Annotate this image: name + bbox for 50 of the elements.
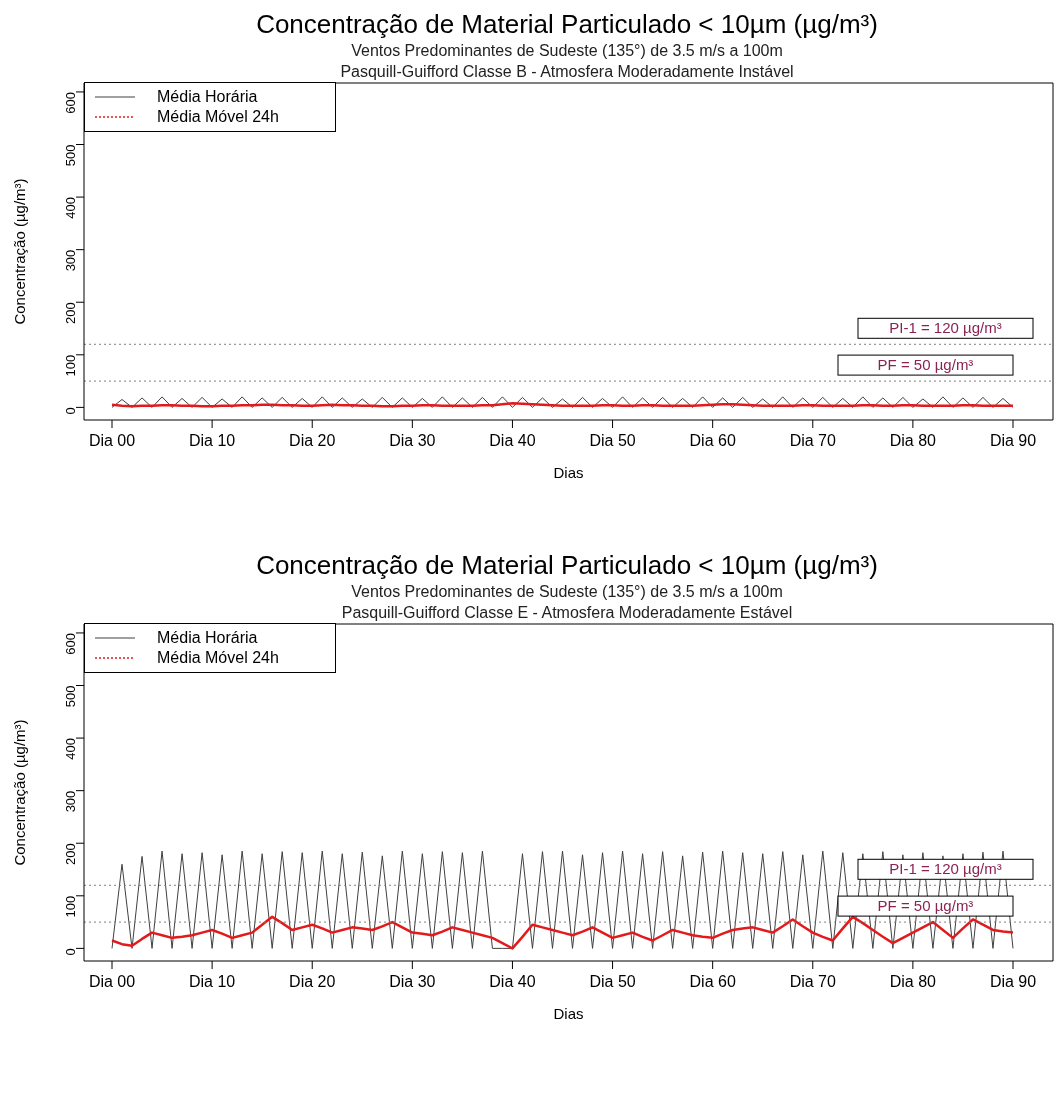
y-tick-label: 300 <box>62 790 78 813</box>
x-tick-label: Dia 40 <box>489 432 536 449</box>
legend-label: Média Horária <box>157 88 258 106</box>
x-axis-title: Dias <box>553 1005 584 1022</box>
y-tick-label: 600 <box>62 632 78 655</box>
x-tick-label: Dia 30 <box>389 973 436 990</box>
x-tick-label: Dia 60 <box>689 432 736 449</box>
x-tick-label: Dia 30 <box>389 432 436 449</box>
x-tick-label: Dia 20 <box>289 432 336 449</box>
x-tick-label: Dia 80 <box>889 432 937 449</box>
x-tick-label: Dia 00 <box>88 432 136 449</box>
legend-label: Média Horária <box>157 629 258 647</box>
ref-line-label: PF = 50 µg/m³ <box>877 356 974 374</box>
legend-label: Média Móvel 24h <box>157 649 279 667</box>
x-tick-label: Dia 90 <box>989 432 1037 449</box>
y-tick-label: 500 <box>62 144 78 167</box>
y-tick-label: 400 <box>62 197 78 219</box>
y-tick-label: 400 <box>62 738 78 760</box>
chart-subtitle: Ventos Predominantes de Sudeste (135°) de 3.5 m/s a 100m Pasquill-Guifford Classe E - Atmosfera Moderadamente Estável <box>340 582 794 623</box>
chart-title: Concentração de Material Particulado < 10µm (µg/m³) <box>255 549 879 581</box>
ref-line-label: PI-1 = 120 µg/m³ <box>889 319 1002 337</box>
y-tick-label: 200 <box>62 843 78 865</box>
ref-line-label: PF = 50 µg/m³ <box>877 897 974 915</box>
x-tick-label: Dia 80 <box>889 973 937 990</box>
chart-title: Concentração de Material Particulado < 10µm (µg/m³) <box>255 8 879 40</box>
x-tick-label: Dia 40 <box>489 973 536 990</box>
x-tick-label: Dia 50 <box>589 973 636 990</box>
y-tick-label: 100 <box>62 354 78 377</box>
y-tick-label: 100 <box>62 895 78 918</box>
ref-line-label: PI-1 = 120 µg/m³ <box>889 860 1002 878</box>
y-axis-title: Concentração (µg/m³) <box>11 178 29 325</box>
x-tick-label: Dia 20 <box>289 973 336 990</box>
y-tick-label: 0 <box>62 407 78 415</box>
y-tick-label: 500 <box>62 685 78 708</box>
x-tick-label: Dia 10 <box>188 973 236 990</box>
y-axis-title: Concentração (µg/m³) <box>11 719 29 866</box>
x-tick-label: Dia 10 <box>188 432 236 449</box>
x-tick-label: Dia 50 <box>589 432 636 449</box>
x-tick-label: Dia 00 <box>88 973 136 990</box>
x-axis-title: Dias <box>553 464 584 481</box>
y-tick-label: 0 <box>62 948 78 956</box>
y-tick-label: 300 <box>62 249 78 272</box>
x-tick-label: Dia 90 <box>989 973 1037 990</box>
y-tick-label: 600 <box>62 91 78 114</box>
x-tick-label: Dia 60 <box>689 973 736 990</box>
y-tick-label: 200 <box>62 302 78 324</box>
x-tick-label: Dia 70 <box>789 973 836 990</box>
legend-label: Média Móvel 24h <box>157 108 279 126</box>
chart-subtitle: Ventos Predominantes de Sudeste (135°) de 3.5 m/s a 100m Pasquill-Guifford Classe B - Atmosfera Moderadamente Instável <box>339 41 795 82</box>
x-tick-label: Dia 70 <box>789 432 836 449</box>
